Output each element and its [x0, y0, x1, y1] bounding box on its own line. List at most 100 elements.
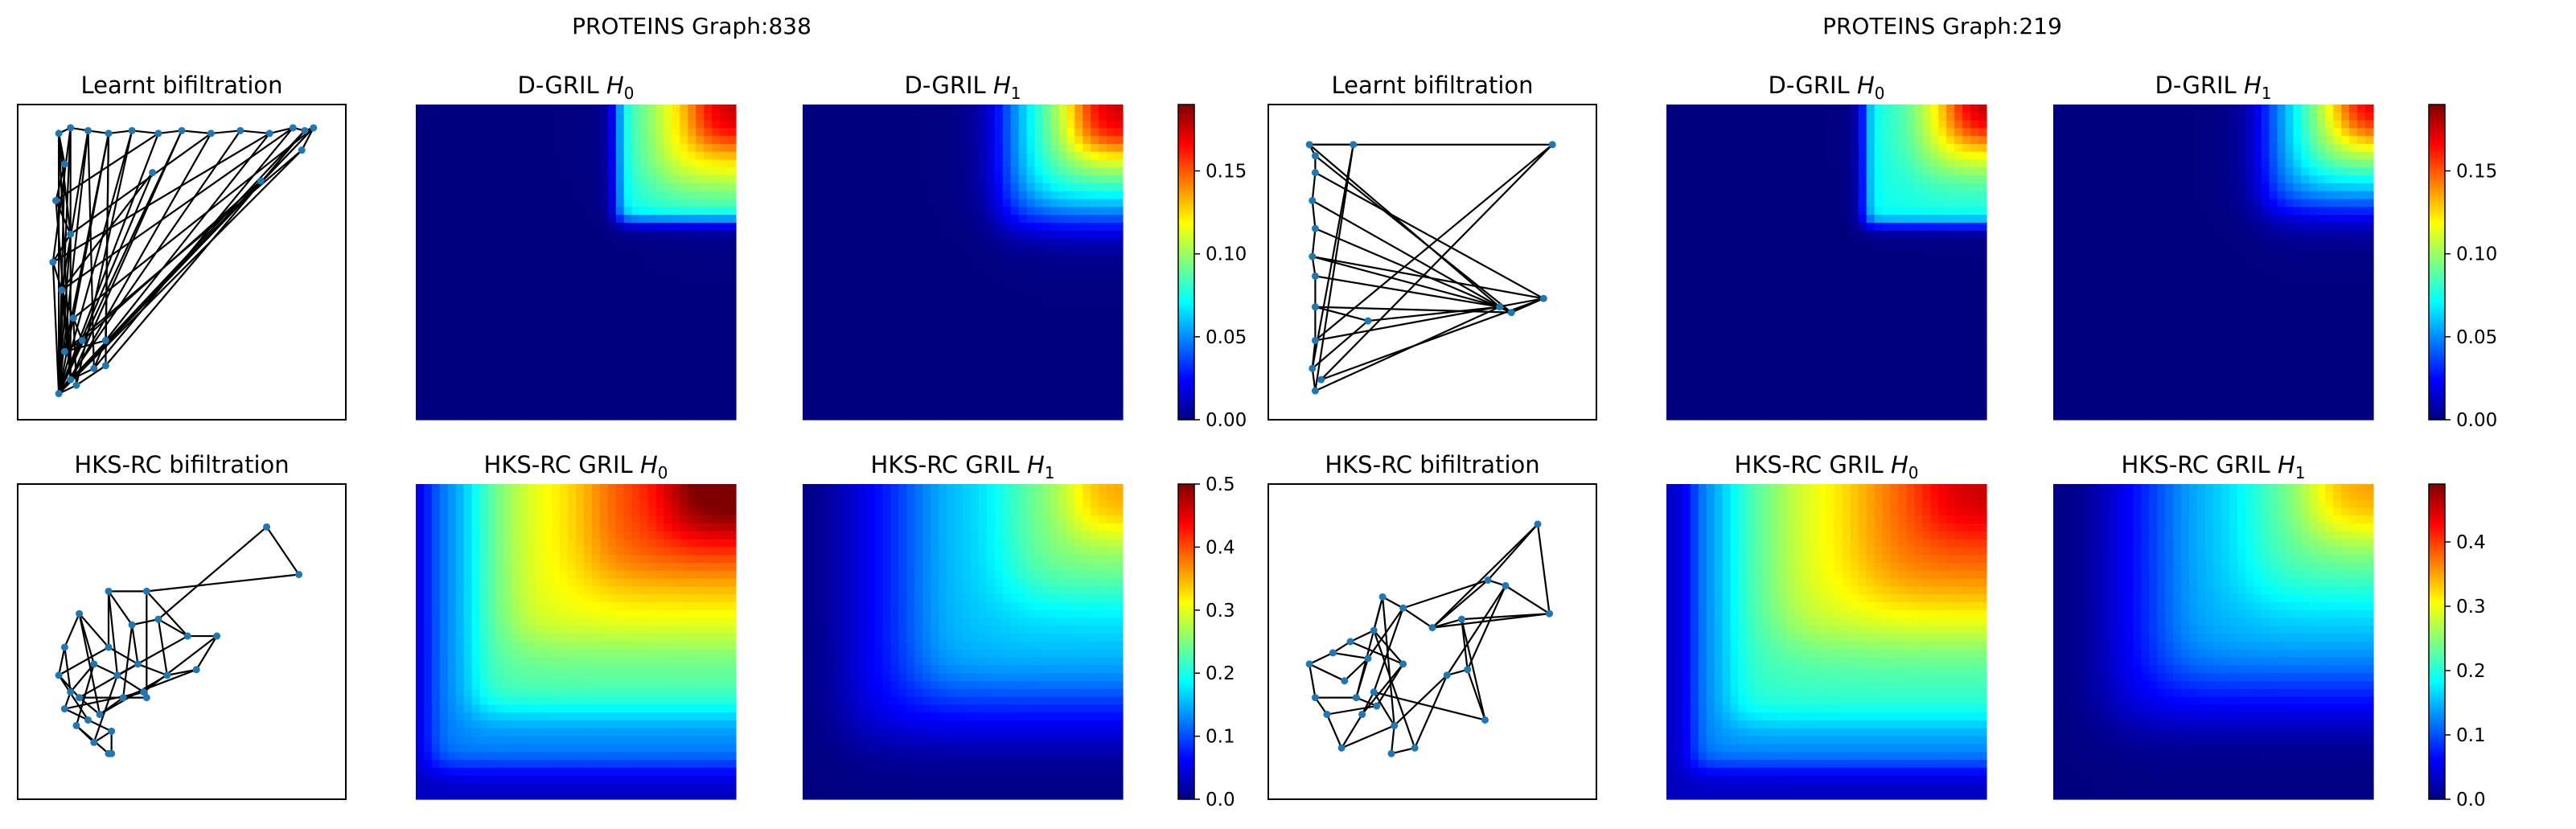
- heatmap-cell: [544, 665, 553, 674]
- heatmap-cell: [874, 317, 884, 326]
- heatmap-cell: [503, 215, 512, 224]
- heatmap-cell: [664, 634, 672, 642]
- graph-node: [84, 126, 92, 134]
- heatmap-cell: [463, 341, 473, 350]
- heatmap-cell: [866, 230, 876, 240]
- heatmap-cell: [688, 523, 696, 532]
- heatmap-cell: [1099, 412, 1107, 421]
- heatmap-cell: [874, 183, 884, 192]
- heatmap-cell: [704, 380, 713, 389]
- heatmap-cell: [664, 238, 672, 247]
- heatmap-cell: [994, 144, 1004, 153]
- heatmap-cell: [416, 634, 425, 642]
- heatmap-cell: [672, 223, 680, 232]
- heatmap-cell: [1010, 269, 1020, 279]
- heatmap-cell: [431, 380, 441, 389]
- heatmap-cell: [842, 277, 852, 286]
- heatmap-cell: [712, 681, 721, 690]
- heatmap-cell: [431, 499, 441, 508]
- heatmap-cell: [431, 760, 441, 769]
- heatmap-cell: [704, 570, 713, 580]
- graph-node: [90, 364, 98, 372]
- heatmap-cell: [512, 151, 520, 161]
- heatmap-cell: [986, 191, 996, 200]
- heatmap-cell: [986, 136, 996, 145]
- heatmap-cell: [471, 752, 481, 761]
- heatmap-cell: [978, 136, 988, 145]
- heatmap-cell: [1115, 207, 1124, 215]
- heatmap-cell: [1034, 230, 1044, 240]
- heatmap-cell: [560, 112, 569, 121]
- heatmap-cell: [906, 285, 915, 294]
- heatmap-cell: [704, 191, 713, 200]
- heatmap-cell: [922, 199, 931, 207]
- heatmap-cell: [455, 570, 465, 580]
- heatmap-cell: [728, 262, 737, 271]
- heatmap-cell: [834, 285, 844, 294]
- heatmap-cell: [607, 302, 617, 310]
- heatmap-cell: [994, 356, 1004, 365]
- heatmap-cell: [455, 285, 465, 294]
- heatmap-cell: [615, 696, 625, 705]
- heatmap-cell: [615, 736, 625, 745]
- heatmap-cell: [866, 167, 876, 176]
- heatmap-cell: [520, 144, 528, 153]
- heatmap-cell: [850, 325, 860, 334]
- heatmap-cell: [680, 712, 688, 721]
- heatmap-cell: [1066, 199, 1075, 207]
- heatmap-cell: [639, 380, 649, 389]
- heatmap-cell: [850, 230, 860, 240]
- heatmap-cell: [479, 594, 489, 603]
- heatmap-cell: [487, 586, 497, 595]
- heatmap-cell: [455, 388, 465, 397]
- heatmap-cell: [1091, 199, 1099, 207]
- heatmap-cell: [528, 144, 536, 153]
- heatmap-cell: [463, 269, 473, 279]
- heatmap-cell: [680, 744, 688, 753]
- heatmap-cell: [583, 752, 593, 761]
- heatmap-cell: [544, 238, 553, 247]
- heatmap-cell: [1115, 175, 1124, 184]
- heatmap-cell: [599, 515, 609, 524]
- heatmap-cell: [471, 586, 481, 595]
- heatmap-cell: [1002, 223, 1012, 232]
- heatmap-cell: [834, 380, 844, 389]
- heatmap-cell: [599, 657, 609, 666]
- heatmap-cell: [647, 183, 657, 192]
- heatmap-cell: [994, 302, 1004, 310]
- heatmap-cell: [607, 484, 617, 493]
- heatmap-cell: [495, 744, 505, 753]
- heatmap-cell: [479, 515, 489, 524]
- heatmap-cell: [664, 657, 672, 666]
- heatmap-cell: [568, 547, 577, 556]
- heatmap-cell: [495, 254, 505, 263]
- heatmap-cell: [631, 105, 641, 113]
- heatmap-cell: [631, 151, 641, 161]
- heatmap-cell: [576, 609, 585, 619]
- heatmap-cell: [544, 744, 553, 753]
- heatmap-cell: [688, 293, 696, 302]
- heatmap-cell: [431, 302, 441, 310]
- heatmap-cell: [1050, 183, 1059, 192]
- heatmap-cell: [647, 688, 657, 698]
- heatmap-cell: [447, 626, 457, 634]
- heatmap-cell: [986, 341, 996, 350]
- heatmap-cell: [696, 626, 705, 634]
- heatmap-cell: [906, 238, 915, 247]
- heatmap-cell: [607, 333, 617, 342]
- heatmap-cell: [431, 681, 441, 690]
- heatmap-cell: [664, 230, 672, 240]
- heatmap-cell: [1099, 293, 1107, 302]
- heatmap-cell: [583, 484, 593, 493]
- heatmap-cell: [1083, 223, 1091, 232]
- heatmap-cell: [576, 760, 585, 769]
- heatmap-cell: [576, 539, 585, 548]
- heatmap-cell: [623, 309, 633, 318]
- heatmap-cell: [623, 696, 633, 705]
- heatmap-cell: [639, 555, 649, 564]
- heatmap-cell: [431, 791, 441, 800]
- heatmap-cell: [599, 223, 609, 232]
- heatmap-cell: [631, 112, 641, 121]
- heatmap-cell: [615, 515, 625, 524]
- graph-edge: [58, 130, 134, 394]
